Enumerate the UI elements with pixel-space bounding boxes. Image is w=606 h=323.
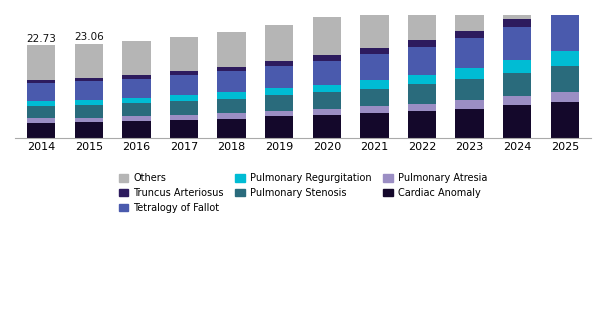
Bar xyxy=(170,101,198,115)
Bar xyxy=(170,95,198,101)
Bar xyxy=(75,118,103,122)
Bar xyxy=(265,89,293,95)
Bar xyxy=(122,75,151,79)
Bar xyxy=(550,66,579,92)
Bar xyxy=(455,37,484,68)
Bar xyxy=(550,15,579,51)
Bar xyxy=(27,45,56,80)
Bar xyxy=(408,84,436,104)
Text: 22.73: 22.73 xyxy=(26,34,56,44)
Bar xyxy=(27,106,56,118)
Bar xyxy=(170,75,198,95)
Bar xyxy=(170,120,198,138)
Bar xyxy=(503,73,531,96)
Bar xyxy=(218,92,246,99)
Bar xyxy=(408,0,436,40)
Bar xyxy=(27,118,56,123)
Bar xyxy=(455,0,484,31)
Bar xyxy=(408,40,436,47)
Bar xyxy=(408,111,436,138)
Bar xyxy=(503,105,531,138)
Bar xyxy=(313,115,341,138)
Bar xyxy=(122,103,151,117)
Bar xyxy=(122,79,151,98)
Bar xyxy=(455,79,484,100)
Bar xyxy=(550,51,579,66)
Bar xyxy=(503,96,531,105)
Bar xyxy=(313,17,341,56)
Bar xyxy=(455,68,484,79)
Bar xyxy=(360,80,388,89)
Bar xyxy=(75,122,103,138)
Bar xyxy=(265,117,293,138)
Bar xyxy=(122,41,151,75)
Bar xyxy=(75,81,103,99)
Bar xyxy=(455,100,484,109)
Bar xyxy=(313,61,341,85)
Bar xyxy=(313,56,341,61)
Bar xyxy=(313,85,341,92)
Bar xyxy=(265,66,293,89)
Bar xyxy=(550,6,579,15)
Bar xyxy=(170,37,198,71)
Bar xyxy=(313,109,341,115)
Bar xyxy=(503,60,531,73)
Bar xyxy=(360,8,388,48)
Bar xyxy=(455,109,484,138)
Bar xyxy=(27,101,56,106)
Bar xyxy=(265,95,293,110)
Bar xyxy=(503,26,531,60)
Bar xyxy=(503,0,531,19)
Bar xyxy=(265,110,293,117)
Bar xyxy=(265,61,293,66)
Bar xyxy=(408,104,436,111)
Bar xyxy=(550,0,579,6)
Bar xyxy=(408,75,436,84)
Legend: Others, Truncus Arteriosus, Tetralogy of Fallot, Pulmonary Regurgitation, Pulmon: Others, Truncus Arteriosus, Tetralogy of… xyxy=(116,170,490,216)
Bar xyxy=(122,98,151,103)
Bar xyxy=(75,99,103,105)
Bar xyxy=(360,48,388,54)
Bar xyxy=(218,67,246,71)
Bar xyxy=(360,113,388,138)
Bar xyxy=(122,117,151,121)
Bar xyxy=(550,102,579,138)
Bar xyxy=(218,99,246,113)
Bar xyxy=(313,92,341,109)
Bar xyxy=(170,115,198,120)
Bar xyxy=(170,71,198,75)
Bar xyxy=(75,105,103,118)
Bar xyxy=(265,25,293,61)
Bar xyxy=(360,106,388,113)
Bar xyxy=(360,89,388,106)
Bar xyxy=(75,78,103,81)
Bar xyxy=(75,44,103,78)
Text: 23.06: 23.06 xyxy=(74,33,104,43)
Bar xyxy=(408,47,436,75)
Bar xyxy=(27,123,56,138)
Bar xyxy=(27,83,56,101)
Bar xyxy=(455,31,484,37)
Bar xyxy=(27,80,56,83)
Bar xyxy=(218,119,246,138)
Bar xyxy=(550,92,579,102)
Bar xyxy=(503,19,531,26)
Bar xyxy=(218,32,246,67)
Bar xyxy=(122,121,151,138)
Bar xyxy=(360,54,388,80)
Bar xyxy=(218,113,246,119)
Bar xyxy=(218,71,246,92)
